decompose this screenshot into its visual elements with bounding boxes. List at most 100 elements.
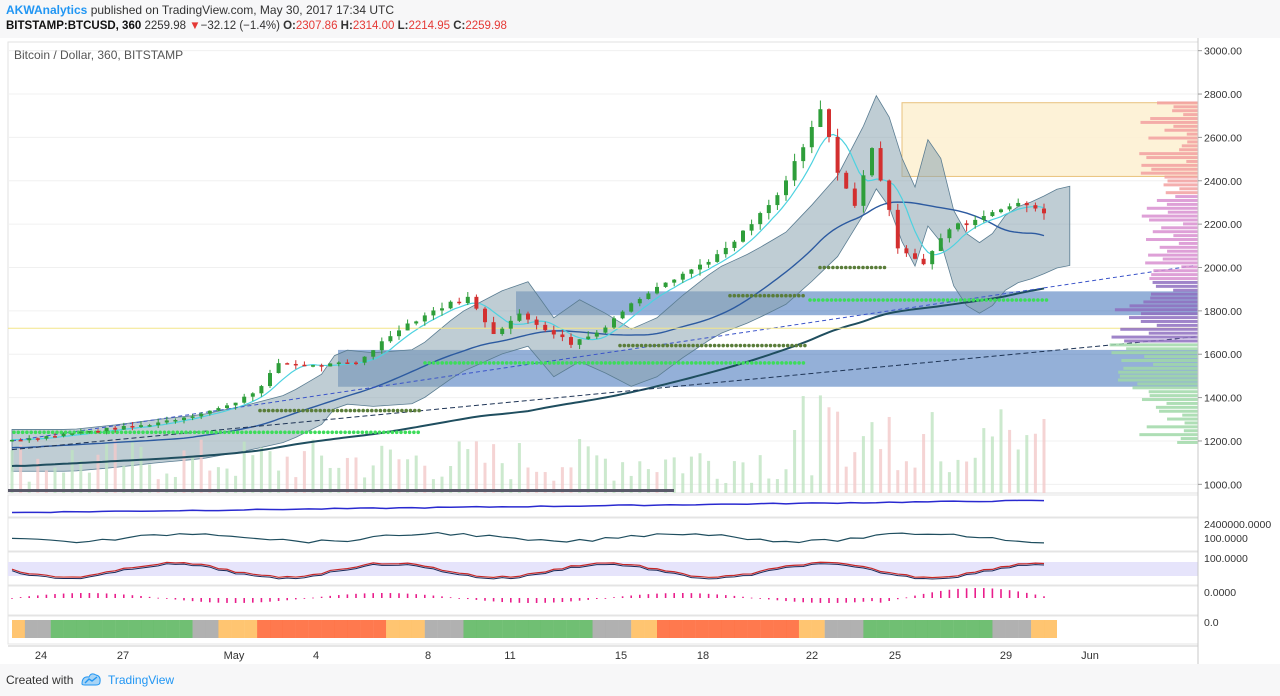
support-dots	[526, 361, 530, 365]
support-dots	[1014, 298, 1019, 302]
support-dots	[708, 343, 713, 348]
candle-body	[388, 336, 393, 342]
support-dots	[664, 361, 668, 365]
support-dots	[844, 265, 848, 270]
support-dots	[945, 298, 950, 302]
volume-profile-bar	[1149, 277, 1198, 281]
support-dots	[547, 361, 552, 365]
tradingview-brand-link[interactable]: TradingView	[108, 673, 175, 687]
support-dots	[578, 361, 582, 365]
x-tick-label: 15	[615, 650, 627, 662]
candle-body	[981, 216, 986, 220]
support-dots	[898, 298, 903, 302]
support-dots	[556, 361, 561, 365]
support-dots	[231, 430, 236, 435]
ribbon-cell	[734, 620, 748, 638]
support-dots	[20, 430, 25, 435]
time-axis[interactable]: 24 27 May 4 8 11 15 18 22 25 29 Jun	[8, 645, 1198, 662]
histogram-bar	[776, 598, 779, 601]
ribbon-cell	[115, 620, 129, 638]
volume-bar	[655, 472, 659, 493]
volume-bar	[122, 465, 126, 493]
histogram-bar	[664, 593, 667, 598]
support-dots	[184, 430, 188, 435]
support-dots	[351, 430, 356, 435]
support-dots	[162, 430, 167, 435]
histogram-bar	[432, 595, 435, 598]
main-price-pane	[7, 41, 1199, 494]
histogram-bar	[836, 598, 839, 603]
support-dots	[812, 298, 817, 302]
y-tick-label: 2200.00	[1204, 219, 1242, 231]
support-dots	[317, 430, 322, 435]
support-dots	[988, 298, 993, 302]
candle-body	[319, 365, 324, 367]
support-dots	[292, 408, 297, 413]
support-dots	[734, 343, 738, 348]
support-dots	[741, 293, 745, 298]
volume-bar	[758, 455, 762, 493]
ribbon-cell	[37, 620, 51, 638]
price-axis[interactable]: 1000.00 1200.00 1400.00 1600.00 1800.00 2000.…	[1197, 38, 1271, 664]
candle-body	[414, 321, 419, 324]
ribbon-cell	[889, 620, 903, 638]
open-label: O:	[283, 20, 296, 32]
candle-body	[775, 195, 780, 206]
support-dots	[304, 430, 309, 435]
volume-bar	[784, 469, 788, 493]
candle-body	[242, 396, 247, 403]
support-dots	[408, 408, 413, 413]
author-link[interactable]: AKWAnalytics	[6, 3, 88, 17]
support-dots	[829, 298, 834, 302]
volume-bar	[767, 478, 771, 493]
volume-bar	[578, 439, 582, 493]
ribbon-cell	[979, 620, 993, 638]
histogram-bar	[217, 598, 220, 603]
ma-slow-line	[11, 287, 1045, 468]
change-arrow-icon: ▼	[189, 20, 201, 32]
support-dots	[958, 298, 963, 302]
volume-profile-bar	[1183, 113, 1198, 117]
support-dots	[453, 361, 457, 365]
histogram-bar	[28, 596, 30, 598]
support-dots	[767, 361, 771, 365]
volume-bar	[285, 456, 289, 493]
support-dots	[296, 408, 301, 413]
support-dots	[771, 361, 776, 365]
support-dots	[288, 408, 292, 413]
candle-body	[715, 254, 720, 262]
volume-profile-bar	[1150, 117, 1198, 121]
volume-bar	[999, 409, 1003, 493]
support-dots	[754, 293, 758, 298]
support-dots	[573, 361, 578, 365]
candle-body	[706, 261, 711, 265]
support-dots	[954, 298, 958, 302]
candle-body	[70, 433, 75, 435]
support-dots	[314, 408, 318, 413]
x-tick-label: 18	[697, 650, 709, 662]
volume-bar	[268, 451, 272, 493]
volume-bar	[913, 467, 917, 493]
histogram-bar	[363, 593, 366, 598]
support-dots	[483, 361, 488, 365]
volume-bar	[827, 407, 831, 493]
volume-profile-bar	[1175, 195, 1198, 199]
low-value: 2214.95	[408, 20, 451, 32]
support-dots	[784, 361, 788, 365]
support-dots	[167, 430, 171, 435]
support-dots	[751, 343, 756, 348]
histogram-bar	[501, 598, 503, 603]
histogram-bar	[492, 598, 495, 602]
histogram-bar	[166, 598, 168, 599]
ribbon-cell	[605, 620, 619, 638]
support-dots	[711, 361, 715, 365]
support-dots	[712, 343, 717, 348]
chart-area[interactable]: Bitcoin / Dollar, 360, BITSTAMP 1000.001…	[0, 38, 1280, 664]
volume-bar	[380, 445, 384, 493]
histogram-bar	[424, 594, 426, 598]
candle-body	[302, 364, 307, 367]
candle-body	[233, 402, 238, 406]
support-dots	[1036, 298, 1040, 302]
histogram-bar	[759, 598, 761, 599]
support-dots	[792, 293, 797, 298]
